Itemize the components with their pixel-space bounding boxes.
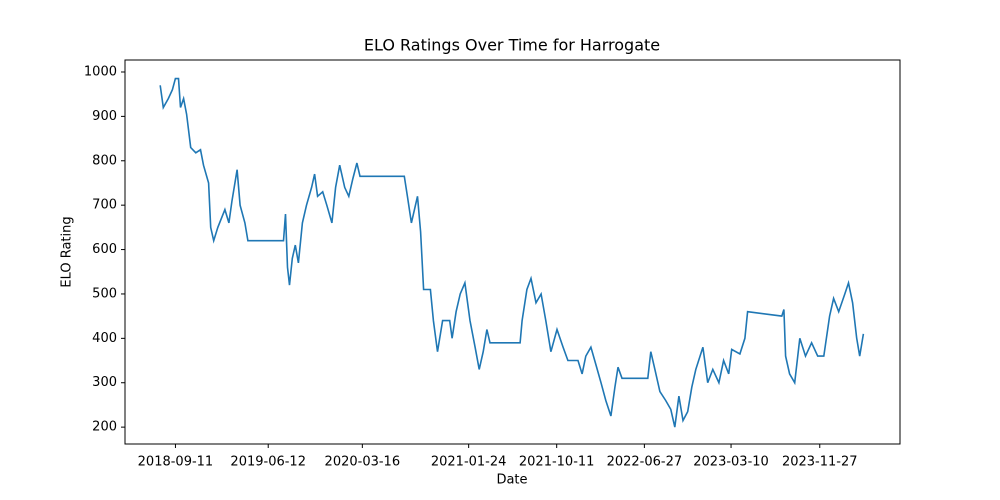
y-tick-label: 300 (92, 375, 117, 390)
elo-line (159, 77, 865, 428)
x-axis-label: Date (496, 473, 527, 488)
y-tick-label: 1000 (84, 64, 117, 79)
y-tick-label: 200 (92, 420, 117, 435)
y-tick-label: 700 (92, 198, 117, 213)
plot-frame (124, 59, 901, 445)
y-tick-label: 800 (92, 153, 117, 168)
y-tick-label: 600 (92, 242, 117, 257)
y-tick-label: 900 (92, 109, 117, 124)
y-tick-label: 400 (92, 331, 117, 346)
x-tick-label: 2023-11-27 (782, 455, 858, 470)
x-tick-label: 2022-06-27 (607, 455, 683, 470)
x-tick-label: 2018-09-11 (138, 455, 214, 470)
y-tick-label: 500 (92, 286, 117, 301)
y-axis-label: ELO Rating (60, 216, 75, 287)
x-tick-label: 2020-03-16 (325, 455, 401, 470)
x-tick-label: 2021-10-11 (519, 455, 595, 470)
chart-title: ELO Ratings Over Time for Harrogate (364, 36, 660, 55)
x-tick-label: 2019-06-12 (230, 455, 306, 470)
x-tick-label: 2023-03-10 (693, 455, 769, 470)
x-tick-label: 2021-01-24 (431, 455, 507, 470)
